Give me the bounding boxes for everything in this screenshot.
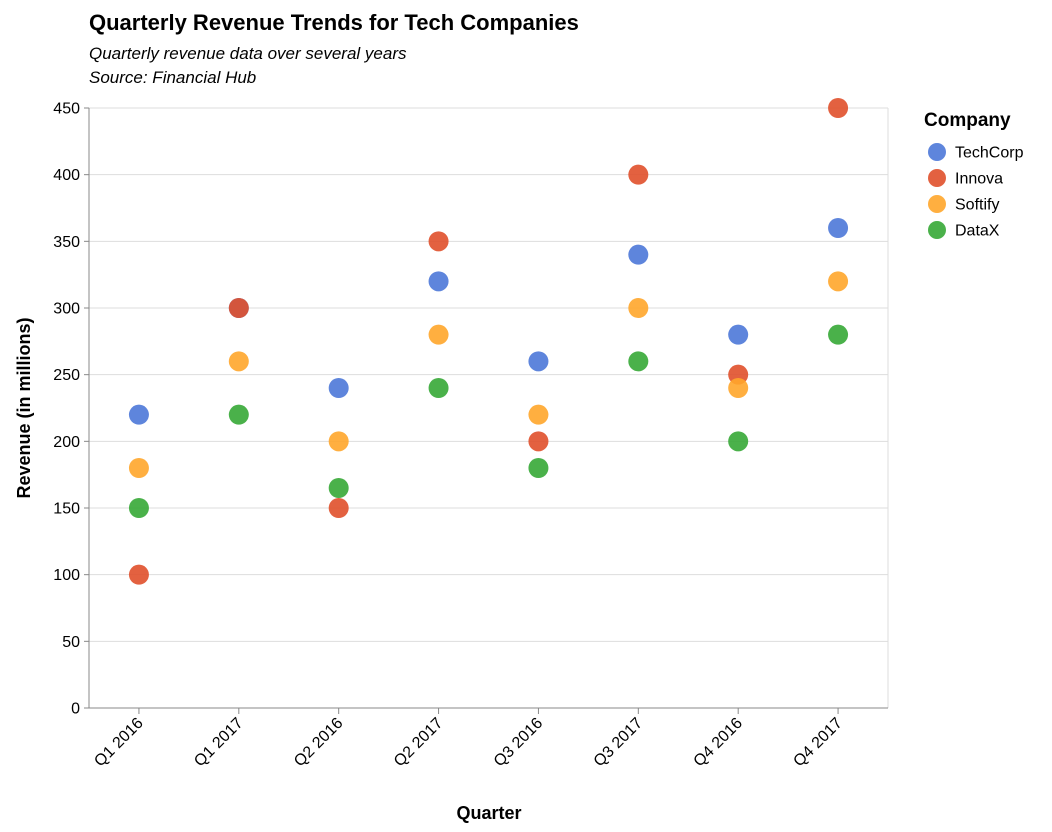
x-tick-label: Q4 2017 [790,715,845,770]
legend-label-softify: Softify [955,197,999,214]
x-tick-label: Q2 2017 [391,715,446,770]
legend-swatch-datax [928,221,946,239]
legend-label-innova: Innova [955,171,1003,188]
legend-swatch-softify [928,195,946,213]
legend-label-techcorp: TechCorp [955,145,1024,162]
x-tick-label: Q4 2016 [691,715,746,770]
x-tick-label: Q3 2016 [491,715,546,770]
y-tick-label: 250 [53,367,80,384]
y-tick-label: 50 [62,634,80,651]
point-datax-q4-2016 [728,431,749,452]
point-innova-q3-2016 [528,431,549,452]
x-tick-label: Q2 2016 [291,715,346,770]
x-tick-label: Q3 2017 [591,715,646,770]
point-softify-q2-2017 [428,324,449,345]
legend-swatch-techcorp [928,143,946,161]
y-tick-label: 400 [53,167,80,184]
chart-subtitle-line-2: Source: Financial Hub [89,68,256,87]
point-softify-q3-2016 [528,404,549,425]
chart-title: Quarterly Revenue Trends for Tech Compan… [89,10,579,35]
point-techcorp-q4-2016 [728,324,749,345]
point-techcorp-q3-2017 [628,244,649,265]
y-tick-label: 300 [53,301,80,318]
point-innova-q2-2017 [428,231,449,252]
point-techcorp-q3-2016 [528,351,549,372]
legend-title: Company [924,110,1011,131]
chart-subtitle-line-1: Quarterly revenue data over several year… [89,44,407,63]
point-techcorp-q4-2017 [828,218,849,238]
point-datax-q1-2016 [128,498,149,518]
point-innova-q1-2017 [228,298,249,318]
y-tick-label: 200 [53,434,80,451]
legend-swatch-innova [928,169,946,187]
y-tick-label: 350 [53,234,80,251]
legend: Company TechCorp Innova Softify DataX [924,110,1024,240]
axes: 0 50 100 150 200 250 300 350 400 450 Q1 2016 Q1 201… [53,101,888,770]
point-techcorp-q1-2016 [128,404,149,425]
y-tick-label: 450 [53,101,80,118]
y-tick-label: 0 [71,701,80,718]
x-tick-label: Q1 2016 [91,715,146,770]
x-tick-label: Q1 2017 [191,715,246,770]
point-datax-q3-2016 [528,458,549,478]
point-techcorp-q2-2017 [428,271,449,292]
point-softify-q4-2017 [828,271,849,292]
y-axis-title: Revenue (in millions) [14,317,34,498]
grid-lines [89,107,889,708]
point-datax-q2-2017 [428,378,449,398]
point-datax-q3-2017 [628,351,649,372]
point-datax-q2-2016 [328,478,349,498]
point-innova-q3-2017 [628,164,649,185]
legend-label-datax: DataX [955,223,1000,240]
point-softify-q4-2016 [728,378,749,398]
point-softify-q1-2016 [128,458,149,478]
point-softify-q2-2016 [328,431,349,452]
point-techcorp-q2-2016 [328,378,349,398]
x-axis-title: Quarter [456,803,521,823]
point-softify-q1-2017 [228,351,249,372]
y-tick-label: 100 [53,567,80,584]
point-datax-q1-2017 [228,404,249,425]
point-softify-q3-2017 [628,298,649,318]
point-datax-q4-2017 [828,324,849,345]
point-innova-q1-2016 [128,564,149,585]
point-innova-q2-2016 [328,498,349,518]
data-points [128,98,849,585]
point-innova-q4-2017 [828,98,849,118]
y-tick-label: 150 [53,501,80,518]
